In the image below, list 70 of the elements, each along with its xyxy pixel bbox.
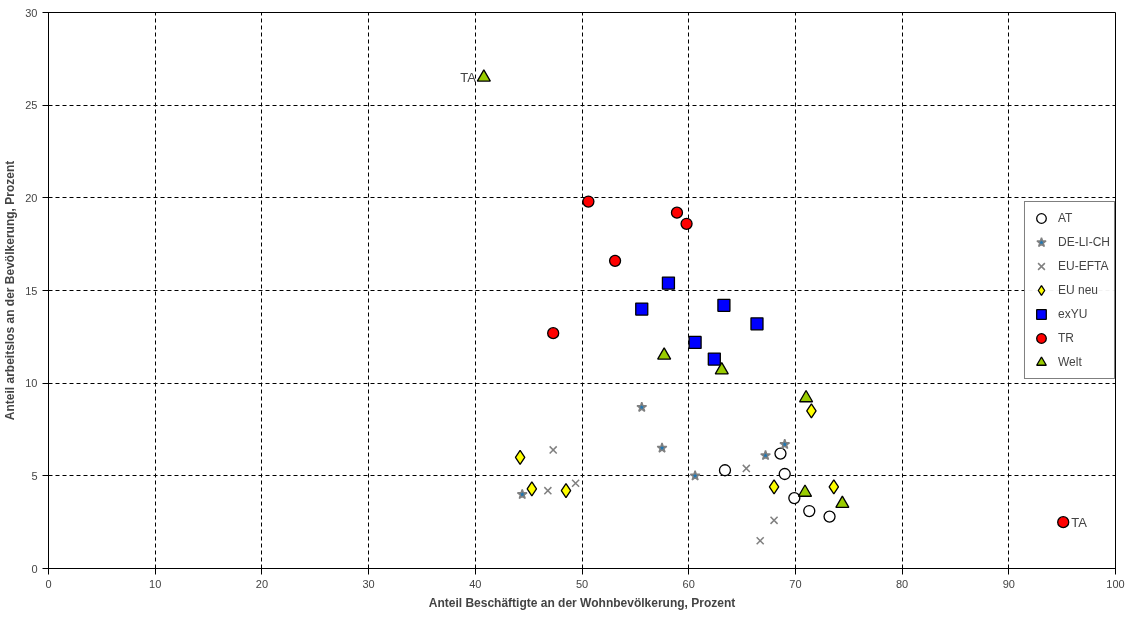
point — [742, 464, 751, 473]
point — [636, 401, 648, 413]
point — [788, 491, 801, 505]
x-tick-label: 100 — [1106, 577, 1125, 590]
y-tick-label: 15 — [25, 284, 38, 297]
y-tick-label: 25 — [25, 99, 38, 112]
point — [718, 464, 732, 477]
point — [714, 362, 729, 375]
point — [1057, 516, 1070, 529]
point — [514, 449, 526, 465]
point — [823, 510, 836, 523]
point — [516, 488, 528, 500]
point — [755, 536, 765, 545]
point — [571, 478, 580, 488]
point — [779, 438, 791, 450]
legend-label: DE-LI-CH — [1057, 235, 1110, 249]
x-tick-label: 50 — [575, 577, 589, 590]
x-tick-label: 60 — [682, 577, 695, 590]
legend-label: exYU — [1057, 307, 1088, 321]
x-tick-label: 20 — [255, 577, 269, 590]
point — [680, 217, 693, 230]
point — [798, 389, 814, 403]
point — [582, 195, 595, 208]
x-tick-label: 70 — [789, 577, 802, 590]
point — [635, 302, 649, 316]
point — [750, 317, 764, 331]
y-axis-title: Anteil arbeitslos an der Bevölkerung, Prozent — [3, 160, 18, 421]
x-tick-label: 30 — [362, 577, 375, 590]
point — [768, 479, 780, 495]
point — [526, 481, 538, 497]
x-tick-label: 80 — [895, 577, 909, 590]
y-tick-label: 10 — [25, 377, 38, 390]
annotation: TA — [1071, 514, 1088, 530]
legend-label: Welt — [1057, 355, 1082, 369]
legend-label: AT — [1057, 211, 1074, 225]
legend-label: EU-EFTA — [1057, 259, 1109, 273]
x-axis-title: Anteil Beschäftigte an der Wohnbevölkerung, Prozent — [428, 595, 736, 610]
annotation: TA — [460, 69, 477, 85]
y-tick-label: 5 — [31, 469, 38, 482]
point — [670, 206, 684, 219]
point — [717, 298, 731, 312]
point — [778, 467, 791, 481]
legend-label: EU neu — [1057, 283, 1099, 297]
x-tick-label: 10 — [149, 577, 162, 590]
y-tick-label: 0 — [31, 562, 38, 575]
point — [661, 276, 676, 290]
y-tick-label: 20 — [25, 191, 38, 204]
point — [657, 347, 672, 360]
point — [560, 483, 572, 499]
x-tick-label: 90 — [1002, 577, 1015, 590]
point — [707, 352, 721, 366]
legend-label: TR — [1057, 331, 1075, 345]
point — [769, 516, 779, 525]
y-tick-label: 30 — [25, 6, 38, 19]
point — [689, 470, 701, 481]
point — [656, 442, 668, 453]
point — [476, 69, 491, 82]
x-tick-label: 40 — [469, 577, 482, 590]
point — [774, 447, 787, 460]
point — [608, 254, 622, 267]
point — [688, 335, 702, 350]
point — [835, 495, 850, 509]
point — [548, 445, 558, 455]
point — [803, 504, 816, 518]
point — [797, 484, 813, 497]
point — [543, 486, 553, 495]
x-tick-label: 0 — [45, 577, 52, 590]
point — [547, 326, 560, 340]
point — [828, 479, 840, 495]
point — [760, 449, 772, 461]
